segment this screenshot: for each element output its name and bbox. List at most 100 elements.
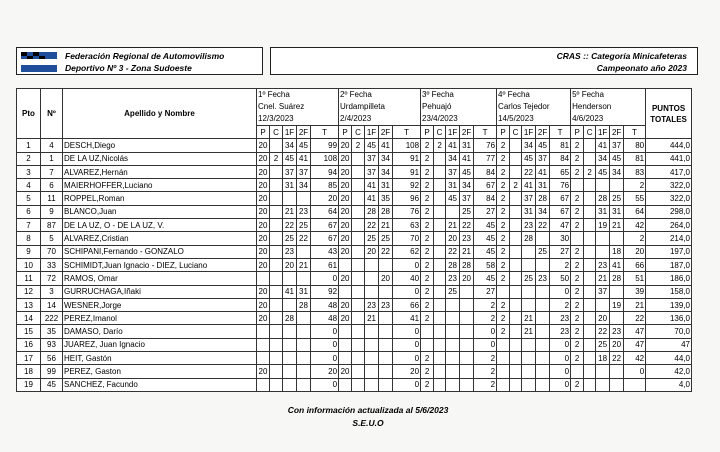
car-number: 1 — [40, 151, 63, 166]
score-cell — [521, 244, 537, 259]
score-cell: 2 — [570, 244, 585, 259]
score-cell: 2 — [473, 377, 498, 392]
score-cell: 42 — [623, 218, 647, 233]
car-number: 72 — [40, 271, 63, 286]
sub-header: C — [509, 124, 523, 140]
score-cell: 28 — [521, 231, 537, 246]
score-cell — [296, 364, 311, 379]
score-cell: 96 — [392, 191, 422, 206]
score-cell — [351, 284, 366, 299]
score-cell: 0 — [309, 271, 340, 286]
score-cell — [433, 377, 447, 392]
score-cell: 2 — [420, 351, 435, 366]
score-cell: 20 — [256, 191, 270, 206]
sub-header: T — [549, 124, 572, 140]
score-cell: 20 — [364, 244, 380, 259]
fecha-header: 3º Fecha Pehuajó 23/4/2023 — [420, 88, 498, 126]
total-points: 42,0 — [645, 364, 692, 379]
score-cell — [496, 351, 511, 366]
score-cell: 2 — [420, 257, 435, 273]
score-cell — [351, 244, 366, 259]
score-cell: 39 — [623, 284, 647, 299]
score-cell — [282, 337, 297, 353]
score-cell: 18 — [609, 244, 625, 259]
score-cell: 45 — [473, 271, 498, 286]
score-cell — [535, 257, 551, 273]
score-cell: 20 — [338, 218, 353, 233]
fecha-line: 23/4/2023 — [422, 114, 458, 123]
score-cell: 20 — [609, 337, 625, 353]
score-cell: 0 — [549, 364, 572, 379]
score-cell: 20 — [338, 297, 353, 313]
score-cell — [378, 284, 394, 299]
score-cell: 20 — [256, 364, 270, 379]
score-cell — [351, 311, 366, 326]
score-cell: 23 — [296, 204, 311, 220]
score-cell: 21 — [378, 218, 394, 233]
score-cell — [282, 324, 297, 339]
score-cell: 23 — [521, 218, 537, 233]
fecha-line: 2º Fecha — [340, 90, 372, 99]
score-cell: 27 — [473, 204, 498, 220]
score-cell — [509, 324, 523, 339]
score-cell: 41 — [296, 151, 311, 166]
score-cell: 28 — [296, 297, 311, 313]
score-cell: 37 — [296, 164, 311, 180]
car-number: 93 — [40, 337, 63, 353]
score-cell — [445, 337, 461, 353]
score-cell: 2 — [623, 178, 647, 193]
position: 6 — [16, 204, 41, 220]
score-cell: 2 — [570, 377, 585, 392]
position: 9 — [16, 244, 41, 259]
score-cell — [570, 178, 585, 193]
score-cell — [595, 178, 611, 193]
score-cell: 20 — [256, 244, 270, 259]
score-cell — [269, 284, 283, 299]
score-cell: 28 — [535, 191, 551, 206]
score-cell: 41 — [609, 257, 625, 273]
score-cell: 20 — [256, 164, 270, 180]
score-cell — [378, 337, 394, 353]
score-cell: 76 — [549, 178, 572, 193]
score-cell: 2 — [496, 151, 511, 166]
score-cell — [269, 351, 283, 366]
score-cell: 0 — [392, 377, 422, 392]
score-cell: 77 — [473, 151, 498, 166]
score-cell: 2 — [570, 204, 585, 220]
score-cell: 34 — [282, 138, 297, 153]
fecha-line: 12/3/2023 — [258, 114, 294, 123]
score-cell — [338, 351, 353, 366]
score-cell: 2 — [473, 297, 498, 313]
car-number: 33 — [40, 257, 63, 273]
score-cell: 34 — [609, 164, 625, 180]
score-cell — [583, 231, 597, 246]
score-cell — [433, 218, 447, 233]
score-cell: 2 — [509, 178, 523, 193]
position: 1 — [16, 138, 41, 153]
score-cell: 80 — [623, 138, 647, 153]
score-cell: 45 — [364, 138, 380, 153]
score-cell: 34 — [445, 151, 461, 166]
score-cell: 20 — [256, 284, 270, 299]
position: 3 — [16, 164, 41, 180]
score-cell: 2 — [570, 311, 585, 326]
position: 8 — [16, 231, 41, 246]
score-cell — [583, 178, 597, 193]
score-cell: 20 — [623, 244, 647, 259]
fecha-header: 1º Fecha Cnel. Suárez 12/3/2023 — [255, 88, 340, 126]
score-cell: 48 — [309, 297, 340, 313]
score-cell — [509, 297, 523, 313]
score-cell: 20 — [282, 257, 297, 273]
score-cell — [296, 191, 311, 206]
score-cell: 94 — [309, 164, 340, 180]
car-number: 4 — [40, 138, 63, 153]
score-cell: 41 — [364, 191, 380, 206]
score-cell — [445, 364, 461, 379]
position: 10 — [16, 257, 41, 273]
fecha-header: 2º Fecha Urdampilleta 2/4/2023 — [338, 88, 422, 126]
score-cell — [609, 377, 625, 392]
score-cell — [509, 191, 523, 206]
score-cell: 23 — [549, 324, 572, 339]
sub-header: 2F — [296, 124, 311, 140]
footer-note: S.E.U.O — [352, 418, 384, 428]
